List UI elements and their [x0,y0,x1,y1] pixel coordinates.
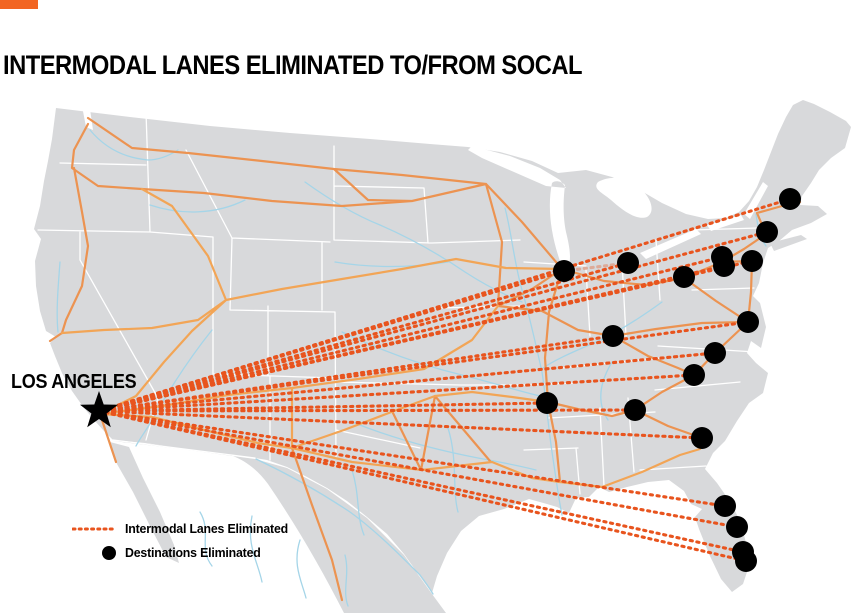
destination-dot-8 [553,260,575,282]
eliminated-lane-11 [97,351,717,413]
destination-swatch [72,545,116,560]
destination-dot-14 [536,392,558,414]
eliminated-lane-6 [97,275,686,413]
eliminated-lane-8 [97,269,566,413]
eliminated-lane-14 [97,401,549,413]
destination-dot-1 [779,188,801,210]
eliminated-lane-17 [97,409,739,529]
destination-dot-2 [756,221,778,243]
eliminated-lane-7 [97,261,630,413]
destination-dot-15 [691,427,713,449]
eliminated-lanes [97,197,792,563]
destination-dot-7 [617,252,639,274]
legend-row-lanes: Intermodal Lanes Eliminated [72,521,297,536]
black-dot-icon [102,545,116,560]
eliminated-lane-4 [97,255,724,413]
legend-row-destinations: Destinations Eliminated [72,545,297,560]
eliminated-lane-19 [97,409,748,563]
destination-dot-12 [683,364,705,386]
eliminated-lane-15 [97,409,704,440]
great-lakes [82,106,768,269]
long-island [770,235,807,251]
eliminated-lane-10 [97,334,615,413]
destination-dot-6 [673,266,695,288]
destination-dot-13 [624,399,646,421]
los-angeles-star [80,391,118,428]
destination-dots [536,188,801,572]
legend: Intermodal Lanes Eliminated Destinations… [72,521,297,569]
eliminated-lane-12 [97,373,696,413]
dotted-line-icon [72,527,116,530]
destination-dot-9 [737,311,759,333]
page-accent-bar [0,0,38,9]
mexico-outline [113,441,446,613]
eliminated-lane-16 [97,409,727,508]
rail-lines-main [48,116,802,602]
lake-shapes [82,106,768,269]
destination-dot-17 [726,516,748,538]
origin-city-label: LOS ANGELES [11,371,137,393]
destination-dot-11 [704,342,726,364]
baja-outline [110,442,179,563]
page-title: INTERMODAL LANES ELIMINATED TO/FROM SOCA… [3,50,582,80]
lane-swatch [72,525,116,533]
eliminated-lane-1 [97,197,792,413]
legend-label-destinations: Destinations Eliminated [125,545,261,560]
destination-dot-10 [602,325,624,347]
destination-dot-16 [714,495,736,517]
destination-dot-5 [713,255,735,277]
destination-dot-19 [735,550,757,572]
destination-dot-3 [741,250,763,272]
legend-label-lanes: Intermodal Lanes Eliminated [125,521,289,536]
